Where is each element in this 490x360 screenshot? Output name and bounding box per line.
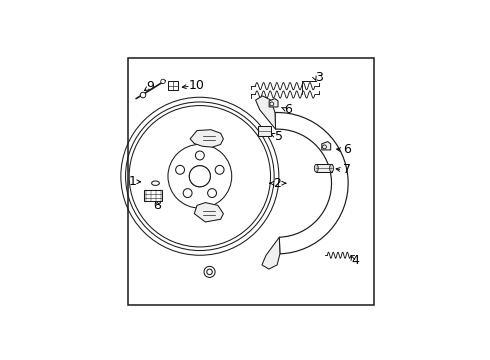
Text: 8: 8 bbox=[153, 199, 161, 212]
Text: 6: 6 bbox=[343, 143, 351, 157]
Text: 7: 7 bbox=[343, 163, 351, 176]
Ellipse shape bbox=[314, 164, 318, 172]
Bar bbox=[128, 58, 374, 305]
Text: 6: 6 bbox=[285, 103, 293, 116]
Bar bbox=[258, 126, 271, 135]
Polygon shape bbox=[269, 99, 278, 107]
Circle shape bbox=[140, 92, 146, 98]
Bar bbox=[145, 190, 162, 201]
Text: 1: 1 bbox=[128, 175, 136, 188]
Ellipse shape bbox=[330, 164, 334, 172]
Polygon shape bbox=[322, 141, 331, 150]
Polygon shape bbox=[256, 96, 275, 129]
Circle shape bbox=[161, 79, 165, 84]
Polygon shape bbox=[262, 237, 280, 269]
Text: 9: 9 bbox=[147, 80, 154, 93]
Text: 10: 10 bbox=[189, 79, 204, 92]
Text: 3: 3 bbox=[315, 71, 323, 84]
Bar bbox=[316, 164, 332, 172]
Polygon shape bbox=[195, 203, 223, 222]
Polygon shape bbox=[190, 130, 223, 147]
Text: 2: 2 bbox=[273, 177, 281, 190]
Circle shape bbox=[189, 166, 210, 187]
Bar bbox=[168, 81, 178, 90]
Text: 4: 4 bbox=[351, 254, 359, 267]
Text: 5: 5 bbox=[275, 130, 283, 143]
